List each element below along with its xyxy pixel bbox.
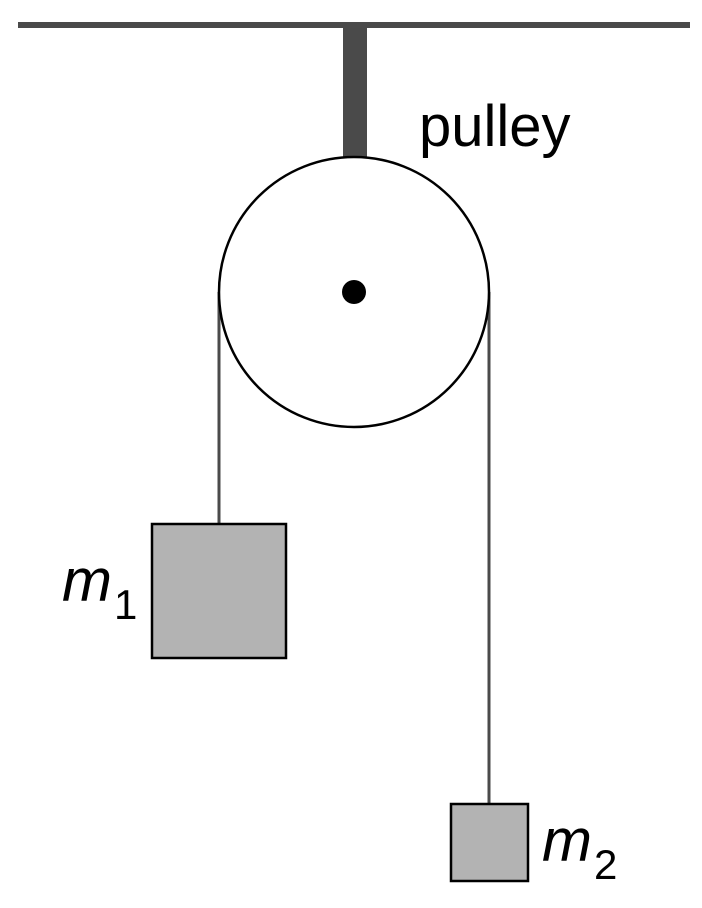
mass1-subscript: 1 xyxy=(114,581,137,628)
mass2-symbol: m xyxy=(542,807,592,874)
pulley-axle xyxy=(342,280,366,304)
mass1-symbol: m xyxy=(62,547,112,614)
mass1-block xyxy=(150,522,288,660)
pulley-label: pulley xyxy=(419,94,571,159)
mass2-label: m2 xyxy=(542,807,617,888)
mass1-label: m1 xyxy=(62,547,137,628)
mass2-subscript: 2 xyxy=(594,841,617,888)
pulley-support xyxy=(343,28,367,160)
mass2-block xyxy=(449,802,530,883)
